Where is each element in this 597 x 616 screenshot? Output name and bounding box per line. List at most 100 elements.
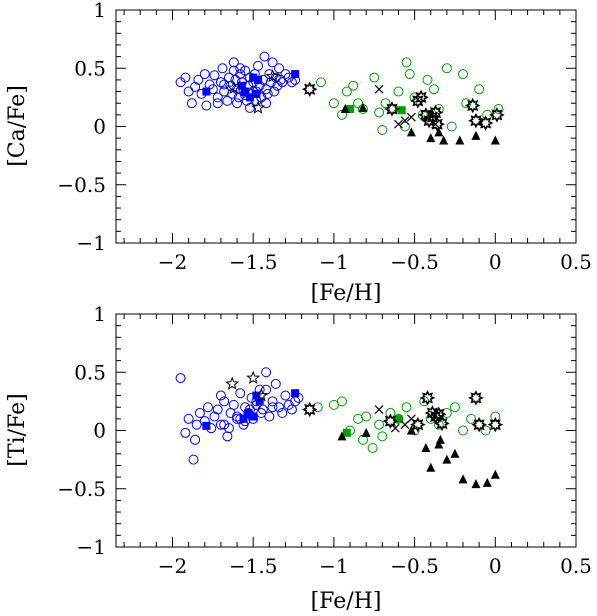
data-point-filled-square <box>397 106 406 115</box>
data-point-filled-square <box>249 412 258 421</box>
data-point-open-circle <box>336 109 347 120</box>
data-point-open-circle <box>219 419 230 430</box>
data-point-filled-triangle <box>340 104 350 114</box>
data-point-open-circle <box>422 74 433 85</box>
data-point-cross <box>431 119 441 129</box>
data-point-open-star <box>251 100 266 114</box>
data-points <box>175 51 505 145</box>
data-point-filled-square <box>245 93 254 102</box>
data-point-open-burst <box>464 97 481 114</box>
y-tick-label: 0 <box>93 419 106 443</box>
data-point-open-circle <box>203 402 213 413</box>
data-point-open-circle <box>244 102 255 113</box>
data-point-filled-square <box>252 89 261 98</box>
data-point-open-circle <box>474 84 485 95</box>
data-point-open-circle <box>235 388 246 399</box>
y-tick-label: −0.5 <box>57 477 106 501</box>
data-point-filled-triangle <box>439 135 449 145</box>
data-point-filled-triangle <box>458 474 468 484</box>
data-points <box>175 367 504 489</box>
data-point-open-circle <box>190 434 201 445</box>
y-tick-labels: 1 0.5 0 −0.5 −1 <box>57 0 106 255</box>
data-point-open-circle <box>180 72 191 83</box>
data-point-open-circle <box>223 72 234 83</box>
data-point-open-circle <box>228 65 239 76</box>
data-point-filled-triangle <box>358 102 368 112</box>
x-tick-label: −1 <box>319 250 348 274</box>
data-point-open-circle <box>393 86 404 97</box>
data-point-filled-triangle <box>471 130 481 140</box>
data-point-open-circle <box>228 399 239 410</box>
data-point-open-circle <box>180 427 191 438</box>
data-point-filled-triangle <box>361 427 371 437</box>
data-point-open-circle <box>380 98 391 109</box>
y-tick-label: 1 <box>93 0 106 22</box>
data-point-open-circle <box>267 396 278 407</box>
data-point-open-circle <box>377 431 388 442</box>
data-point-open-circle <box>461 98 472 109</box>
data-point-open-circle <box>232 98 243 109</box>
x-tick-label: −1.5 <box>229 250 278 274</box>
data-point-filled-square <box>244 409 253 418</box>
data-point-open-burst <box>421 112 437 129</box>
data-point-filled-triangle <box>434 127 444 137</box>
ti-fe-panel: −2 −1.5 −1 −0.5 0 0.5 1 0.5 0 −0.5 −1 [Fe/H] [Ti/… <box>5 302 592 614</box>
data-point-open-circle <box>228 57 239 68</box>
x-tick-label: −0.5 <box>390 250 439 274</box>
x-tick-label: −1 <box>319 554 348 578</box>
data-point-open-circle <box>315 77 326 88</box>
data-point-open-burst <box>471 416 487 433</box>
x-tick-label: −0.5 <box>390 554 439 578</box>
data-point-open-circle <box>404 69 415 80</box>
data-point-open-circle <box>493 104 504 115</box>
data-point-cross <box>406 414 416 424</box>
data-point-filled-square <box>254 75 263 84</box>
data-point-open-circle <box>353 98 364 109</box>
data-point-open-circle <box>270 378 281 389</box>
data-point-open-star <box>254 388 269 402</box>
x-tick-labels: −2 −1.5 −1 −0.5 0 0.5 <box>158 250 592 274</box>
data-point-open-circle <box>190 81 201 92</box>
data-point-open-circle <box>466 413 477 424</box>
data-point-open-circle <box>369 72 380 83</box>
data-point-open-circle <box>188 454 199 465</box>
data-point-open-circle <box>377 124 388 135</box>
data-point-filled-square <box>202 87 211 96</box>
x-tick-label: −2 <box>158 554 187 578</box>
data-point-filled-triangle <box>442 454 452 464</box>
data-point-open-burst <box>468 390 484 406</box>
data-point-open-circle <box>222 431 233 442</box>
data-point-open-circle <box>374 419 385 430</box>
data-point-open-circle <box>274 63 285 74</box>
data-point-filled-square <box>241 87 250 96</box>
data-point-open-burst <box>487 416 504 433</box>
data-point-cross <box>400 116 410 126</box>
y-tick-label: 1 <box>93 302 106 326</box>
data-point-open-burst <box>301 81 318 97</box>
data-point-open-circle <box>336 396 347 407</box>
data-point-open-circle <box>277 408 288 419</box>
data-point-filled-triangle <box>337 431 347 441</box>
data-point-filled-triangle <box>406 127 416 137</box>
data-point-open-circle <box>201 100 212 111</box>
data-point-open-circle <box>256 408 267 419</box>
data-point-filled-triangle <box>435 434 445 444</box>
data-point-open-circle <box>328 98 339 109</box>
x-tick-label: −1.5 <box>229 554 278 578</box>
data-point-filled-square <box>342 428 351 437</box>
data-point-filled-triangle <box>455 135 465 145</box>
x-tick-labels: −2 −1.5 −1 −0.5 0 0.5 <box>158 554 592 578</box>
x-tick-label: 0 <box>489 250 502 274</box>
data-point-open-circle <box>175 373 186 384</box>
data-point-open-circle <box>262 88 273 99</box>
data-point-open-circle <box>230 74 241 85</box>
axis-ticks <box>116 313 577 548</box>
data-point-cross <box>406 112 416 122</box>
data-point-open-circle <box>361 411 372 422</box>
data-point-open-star <box>225 376 240 390</box>
data-point-filled-triangle <box>490 469 500 479</box>
data-point-open-circle <box>348 80 359 91</box>
data-point-open-circle <box>428 84 439 95</box>
data-point-filled-square <box>394 414 403 423</box>
data-point-open-star <box>265 69 280 83</box>
